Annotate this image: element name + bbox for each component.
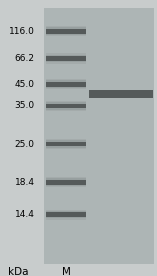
FancyBboxPatch shape (89, 90, 153, 98)
FancyBboxPatch shape (46, 217, 86, 220)
FancyBboxPatch shape (46, 87, 86, 89)
Text: 116.0: 116.0 (9, 27, 35, 36)
Text: 14.4: 14.4 (15, 210, 35, 219)
FancyBboxPatch shape (46, 185, 86, 186)
FancyBboxPatch shape (46, 209, 86, 212)
FancyBboxPatch shape (46, 147, 86, 149)
Text: 35.0: 35.0 (14, 102, 35, 110)
FancyBboxPatch shape (46, 29, 86, 34)
FancyBboxPatch shape (46, 34, 86, 36)
FancyBboxPatch shape (46, 104, 86, 108)
Text: 45.0: 45.0 (15, 80, 35, 89)
FancyBboxPatch shape (46, 56, 86, 61)
FancyBboxPatch shape (46, 102, 86, 104)
FancyBboxPatch shape (46, 55, 86, 56)
FancyBboxPatch shape (46, 180, 86, 185)
Text: kDa: kDa (8, 267, 28, 276)
FancyBboxPatch shape (46, 82, 86, 87)
FancyBboxPatch shape (46, 185, 86, 187)
Text: 25.0: 25.0 (15, 140, 35, 148)
FancyBboxPatch shape (46, 27, 86, 29)
FancyBboxPatch shape (46, 217, 86, 219)
FancyBboxPatch shape (46, 61, 86, 63)
FancyBboxPatch shape (46, 101, 86, 104)
FancyBboxPatch shape (46, 87, 86, 88)
FancyBboxPatch shape (46, 140, 86, 142)
FancyBboxPatch shape (46, 177, 86, 180)
FancyBboxPatch shape (46, 147, 86, 148)
FancyBboxPatch shape (46, 26, 86, 29)
FancyBboxPatch shape (46, 108, 86, 110)
FancyBboxPatch shape (46, 61, 86, 62)
FancyBboxPatch shape (46, 34, 86, 35)
FancyBboxPatch shape (46, 53, 86, 56)
FancyBboxPatch shape (46, 139, 86, 142)
Text: M: M (62, 267, 70, 276)
FancyBboxPatch shape (46, 108, 86, 111)
Text: 66.2: 66.2 (15, 54, 35, 63)
Text: 18.4: 18.4 (15, 177, 35, 187)
FancyBboxPatch shape (46, 79, 86, 82)
FancyBboxPatch shape (46, 212, 86, 217)
FancyBboxPatch shape (46, 211, 86, 212)
FancyBboxPatch shape (46, 178, 86, 180)
FancyBboxPatch shape (44, 8, 154, 264)
FancyBboxPatch shape (46, 80, 86, 82)
FancyBboxPatch shape (46, 142, 86, 147)
